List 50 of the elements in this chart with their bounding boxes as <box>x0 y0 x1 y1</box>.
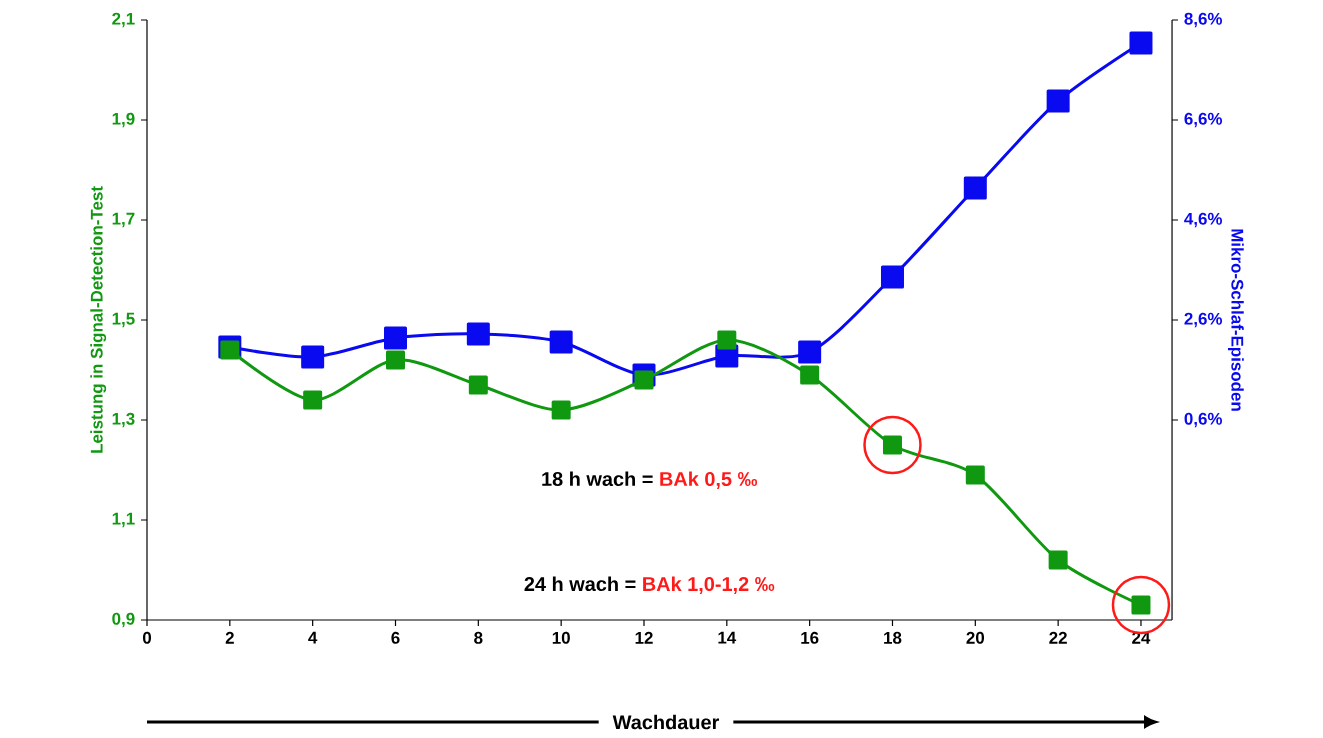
point <box>1048 550 1068 570</box>
y2-tick-label: 8,6% <box>1184 12 1223 28</box>
point <box>1129 31 1153 55</box>
x-tick-label: 22 <box>1049 631 1067 644</box>
point <box>385 350 405 370</box>
y2-tick-label: 4,6% <box>1184 212 1223 228</box>
annotation: BAk 0,5 ‰ <box>660 471 758 489</box>
x-tick-label: 20 <box>966 631 985 644</box>
point <box>551 400 571 420</box>
point <box>1046 89 1070 113</box>
y-tick-label: 0,9 <box>112 612 135 628</box>
y-tick-label: 1,3 <box>112 412 135 428</box>
point <box>384 326 407 350</box>
point <box>965 465 985 485</box>
point <box>549 330 573 354</box>
point <box>798 340 822 364</box>
point <box>468 375 488 395</box>
x-tick-label: 18 <box>884 631 902 644</box>
point <box>303 390 323 410</box>
point <box>220 340 240 360</box>
x-tick-label: 10 <box>552 631 570 644</box>
point <box>466 322 490 346</box>
x-tick-label: 12 <box>635 631 653 644</box>
y-tick-label: 1,1 <box>112 512 135 528</box>
y2-tick-label: 6,6% <box>1184 112 1223 128</box>
point <box>963 176 987 200</box>
x-tick-label: 2 <box>225 631 234 644</box>
annotation: BAk 1,0-1,2 ‰ <box>643 576 775 594</box>
x-tick-label: 14 <box>718 631 737 644</box>
x-tick-label: 4 <box>308 631 318 644</box>
x-axis-title: Wachdauer <box>612 714 720 730</box>
x-tick-label: 6 <box>391 631 400 644</box>
y-tick-label: 1,9 <box>112 112 135 128</box>
y2-axis-title: Mikro-Schlaf-Episoden <box>1227 229 1244 411</box>
point <box>301 345 325 369</box>
y2-tick-label: 0,6% <box>1184 412 1223 428</box>
x-tick-label: 16 <box>801 631 819 644</box>
annotation: 18 h wach = <box>542 471 653 487</box>
point <box>880 265 904 289</box>
point <box>800 365 820 385</box>
annotation: 24 h wach = <box>524 576 636 592</box>
point <box>634 370 654 390</box>
x-tick-label: 0 <box>142 631 152 644</box>
point <box>717 330 737 350</box>
y-tick-label: 2,1 <box>112 12 135 28</box>
y-tick-label: 1,5 <box>112 312 135 328</box>
y2-tick-label: 2,6% <box>1184 312 1223 328</box>
y-tick-label: 1,7 <box>112 212 135 228</box>
x-tick-label: 8 <box>474 631 483 644</box>
y-axis-title: Leistung in Signal-Detection-Test <box>90 186 107 453</box>
